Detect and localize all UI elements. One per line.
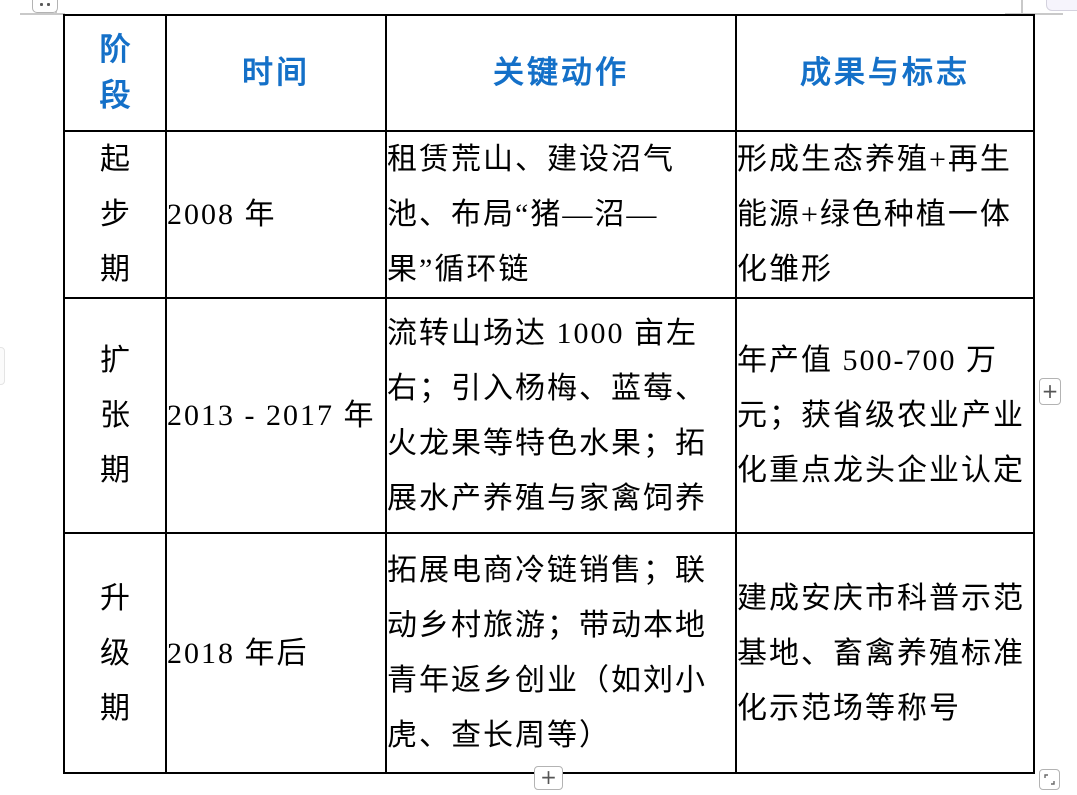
table-gridline-guide-top-right: [1005, 13, 1063, 15]
header-label: 成果与标志: [800, 55, 970, 90]
actions-text: 拓展电商冷链销售；联动乡村旅游；带动本地青年返乡创业（如刘小虎、查长周等）: [387, 554, 707, 752]
time-text: 2008 年: [167, 198, 277, 231]
partial-toolbar-button[interactable]: [1046, 0, 1077, 11]
cell-time-2[interactable]: 2013 - 2017 年: [165, 297, 387, 534]
stage-text: 起步期: [100, 143, 132, 286]
cell-results-2[interactable]: 年产值 500-700 万元；获省级农业产业化重点龙头企业认定: [735, 297, 1035, 534]
cell-results-3[interactable]: 建成安庆市科普示范基地、畜禽养殖标准化示范场等称号: [735, 532, 1035, 774]
add-row-button[interactable]: +: [534, 766, 563, 790]
cell-actions-3[interactable]: 拓展电商冷链销售；联动乡村旅游；带动本地青年返乡创业（如刘小虎、查长周等）: [385, 532, 737, 774]
table-row: 升级期 2018 年后 拓展电商冷链销售；联动乡村旅游；带动本地青年返乡创业（如…: [63, 532, 1035, 774]
stages-table: 阶段 时间 关键动作 成果与标志 起步期 2008 年 租赁荒山、建设沼气池、布…: [63, 14, 1035, 774]
header-label: 关键动作: [493, 55, 629, 90]
header-cell-actions[interactable]: 关键动作: [385, 14, 737, 132]
results-text: 建成安庆市科普示范基地、畜禽养殖标准化示范场等称号: [737, 581, 1025, 725]
table-gridline-guide-top-left: [20, 13, 65, 15]
cell-actions-2[interactable]: 流转山场达 1000 亩左右；引入杨梅、蓝莓、火龙果等特色水果；拓展水产养殖与家…: [385, 297, 737, 534]
cell-stage-3[interactable]: 升级期: [63, 532, 167, 774]
cell-results-1[interactable]: 形成生态养殖+再生能源+绿色种植一体化雏形: [735, 130, 1035, 299]
add-column-button[interactable]: +: [1039, 378, 1061, 405]
cell-time-3[interactable]: 2018 年后: [165, 532, 387, 774]
actions-text: 流转山场达 1000 亩左右；引入杨梅、蓝莓、火龙果等特色水果；拓展水产养殖与家…: [387, 316, 707, 515]
table-move-handle[interactable]: [32, 0, 58, 13]
time-text: 2018 年后: [167, 636, 309, 670]
table-resize-handle[interactable]: [1039, 769, 1060, 790]
cell-time-1[interactable]: 2008 年: [165, 130, 387, 299]
cell-actions-1[interactable]: 租赁荒山、建设沼气池、布局“猪—沼—果”循环链: [385, 130, 737, 299]
actions-text: 租赁荒山、建设沼气池、布局“猪—沼—果”循环链: [387, 143, 675, 286]
header-label: 时间: [242, 55, 310, 90]
header-cell-results[interactable]: 成果与标志: [735, 14, 1035, 132]
stage-text: 升级期: [100, 581, 132, 725]
table-row: 扩张期 2013 - 2017 年 流转山场达 1000 亩左右；引入杨梅、蓝莓…: [63, 297, 1035, 534]
partial-side-button[interactable]: [0, 347, 5, 385]
results-text: 形成生态养殖+再生能源+绿色种植一体化雏形: [737, 143, 1012, 286]
resize-corner-icon: [1044, 774, 1055, 785]
table-row: 起步期 2008 年 租赁荒山、建设沼气池、布局“猪—沼—果”循环链 形成生态养…: [63, 130, 1035, 299]
cell-stage-2[interactable]: 扩张期: [63, 297, 167, 534]
header-cell-time[interactable]: 时间: [165, 14, 387, 132]
results-text: 年产值 500-700 万元；获省级农业产业化重点龙头企业认定: [737, 344, 1025, 487]
move-handle-dot-icon: [47, 2, 50, 6]
time-text: 2013 - 2017 年: [167, 399, 376, 432]
header-label: 阶段: [99, 32, 134, 113]
table-header-row: 阶段 时间 关键动作 成果与标志: [63, 14, 1035, 132]
header-cell-stage[interactable]: 阶段: [63, 14, 167, 132]
move-handle-dot-icon: [40, 2, 43, 6]
stage-text: 扩张期: [100, 344, 132, 487]
cell-stage-1[interactable]: 起步期: [63, 130, 167, 299]
table-gridline-guide-vert-right: [1021, 0, 1023, 14]
